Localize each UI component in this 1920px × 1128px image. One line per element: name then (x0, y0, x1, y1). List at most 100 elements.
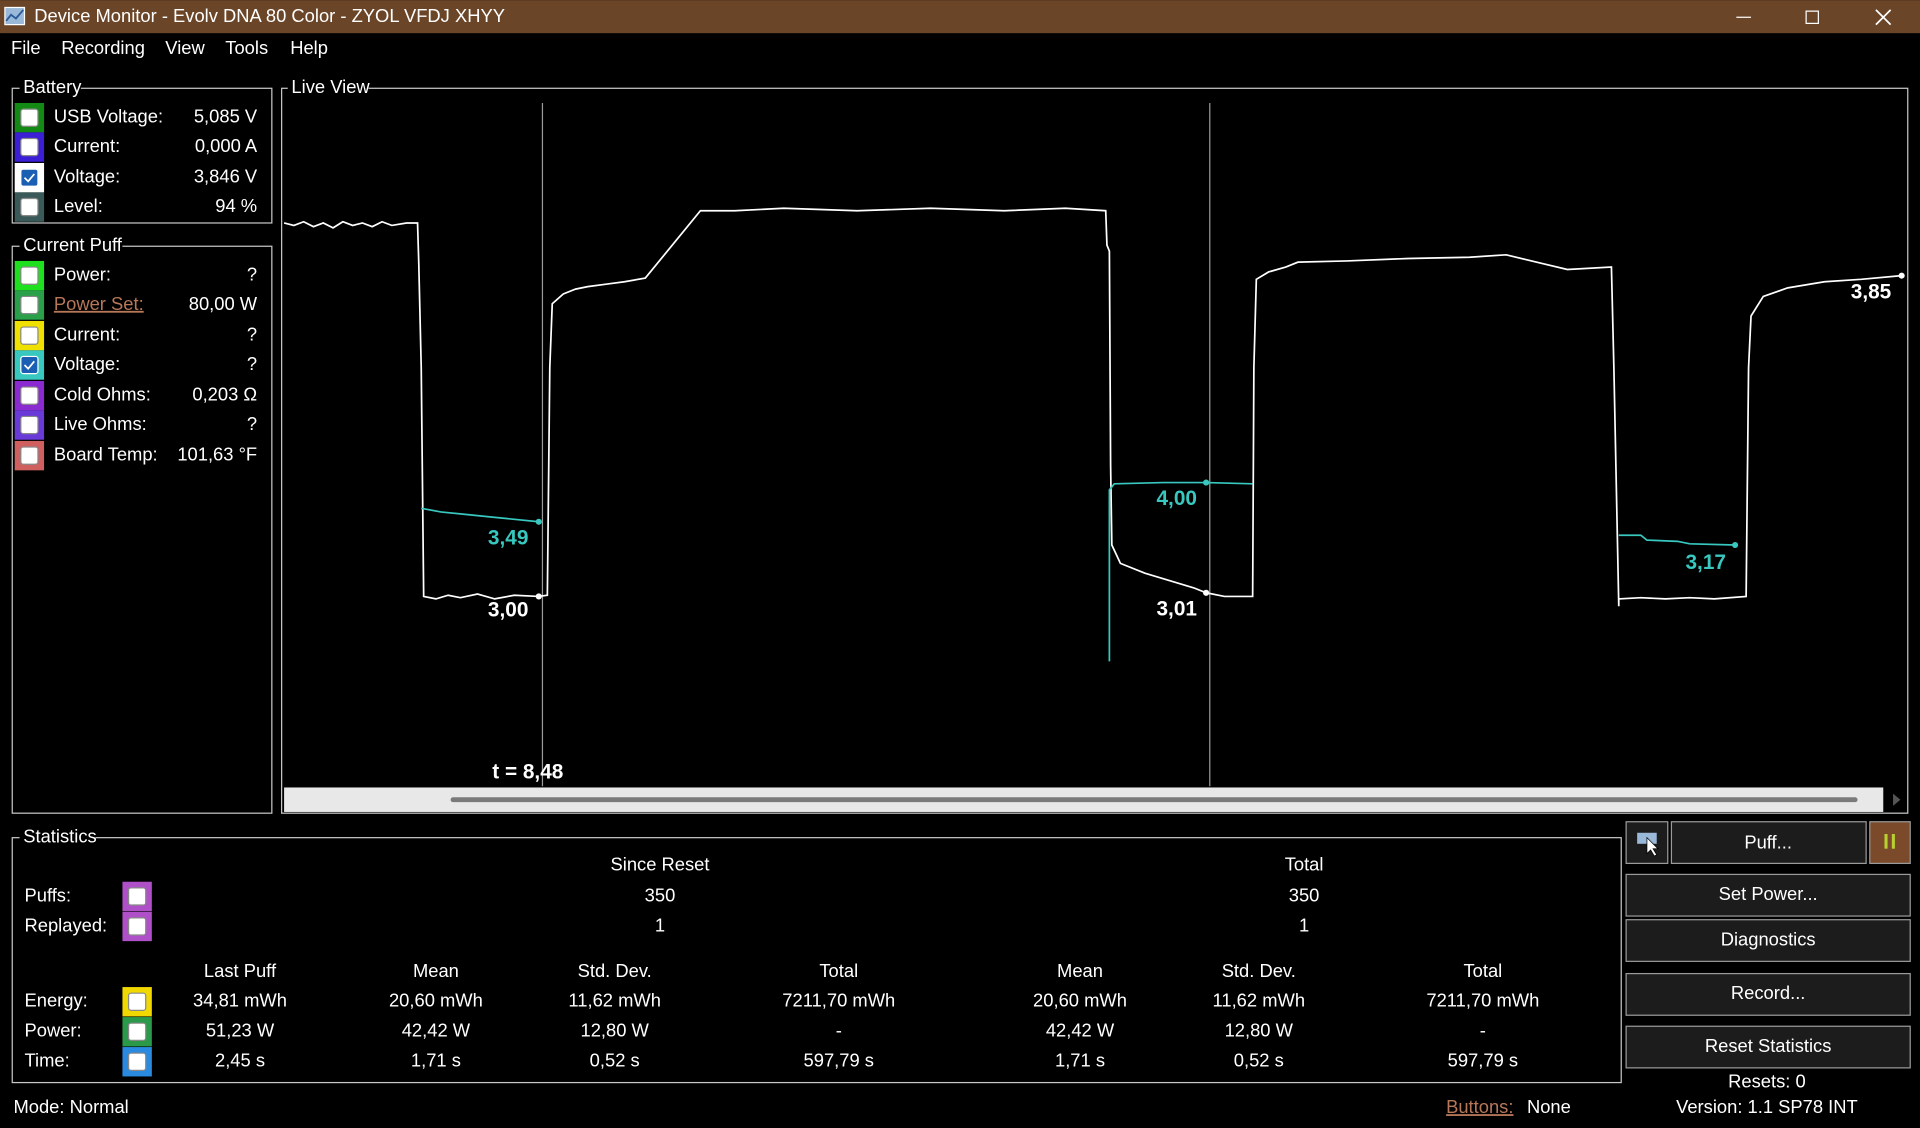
checkbox[interactable] (20, 295, 39, 315)
stat-value: 51,23 W (206, 1020, 275, 1041)
stat-column: Mean (413, 960, 459, 981)
checkbox[interactable] (127, 1022, 147, 1041)
row-value: 5,085 V (194, 106, 258, 127)
pause-icon (1891, 834, 1895, 849)
stat-value: 42,42 W (402, 1020, 471, 1041)
stat-value: 2,45 s (215, 1050, 265, 1071)
row-value: 0,203 Ω (192, 383, 257, 404)
stat-value: 0,52 s (590, 1050, 640, 1071)
stat-value: 1 (655, 914, 665, 935)
stat-value: 1 (1299, 914, 1309, 935)
cursor-dot (535, 518, 542, 525)
group-title-bg (19, 827, 96, 848)
menu-item[interactable]: Recording (61, 37, 145, 58)
stat-value: 20,60 mWh (1033, 990, 1127, 1011)
row-label: Cold Ohms: (54, 383, 151, 404)
stat-value: 350 (645, 884, 676, 905)
close-button[interactable] (1875, 9, 1892, 26)
row-label: Voltage: (54, 166, 120, 187)
checkbox[interactable] (20, 108, 39, 127)
menu-item[interactable]: View (165, 37, 205, 58)
row-value: 101,63 °F (177, 443, 257, 464)
puff-button-label: Puff... (1744, 832, 1792, 853)
group-title-bg (19, 78, 81, 99)
cursor-dot (535, 593, 542, 600)
checkbox[interactable] (20, 355, 39, 375)
statistics-title: Statistics (23, 826, 96, 847)
checkbox[interactable] (127, 917, 147, 936)
row-label: Current: (54, 323, 120, 344)
row-label: Live Ohms: (54, 413, 147, 434)
row-label: Current: (54, 135, 120, 156)
group-title-bg (287, 78, 369, 99)
row-label: Power: (54, 263, 111, 284)
checkbox[interactable] (20, 415, 39, 435)
stat-value: 0,52 s (1234, 1050, 1284, 1071)
cursor-tool-icon (1646, 836, 1659, 857)
checkmark (23, 173, 35, 183)
stat-column: Std. Dev. (1222, 960, 1296, 981)
action-button[interactable] (1625, 1025, 1911, 1069)
checkbox[interactable] (20, 326, 39, 345)
app-icon (4, 6, 26, 26)
menu-item[interactable]: Tools (225, 37, 268, 58)
checkbox[interactable] (127, 1052, 147, 1071)
action-button-label: Reset Statistics (1705, 1035, 1832, 1056)
checkbox[interactable] (20, 168, 39, 187)
checkbox[interactable] (20, 446, 39, 465)
action-button[interactable] (1625, 919, 1911, 962)
menu-item[interactable]: Help (290, 37, 328, 58)
row-value: 80,00 W (189, 293, 258, 314)
action-button[interactable] (1625, 873, 1911, 917)
stat-value: 350 (1289, 884, 1320, 905)
stat-value: 34,81 mWh (193, 990, 287, 1011)
group-title-bg (19, 236, 123, 257)
stat-value: - (1480, 1020, 1486, 1041)
checkbox[interactable] (20, 137, 39, 157)
row-value: ? (247, 353, 257, 374)
cursor-dot (1898, 272, 1905, 279)
stat-label: Energy: (24, 990, 87, 1011)
checkbox[interactable] (20, 386, 39, 405)
row-label: Voltage: (54, 353, 120, 374)
row-label[interactable]: Power Set: (54, 293, 144, 314)
row-label: Level: (54, 195, 103, 216)
checkbox[interactable] (127, 992, 147, 1011)
stat-header: Total (1285, 854, 1324, 875)
stat-value: 7211,70 mWh (782, 990, 895, 1011)
stat-value: 12,80 W (581, 1020, 650, 1041)
scrollbar-thumb[interactable] (450, 797, 1858, 803)
cursor-dot (1203, 479, 1210, 486)
statistics-group (11, 837, 1622, 1084)
stat-value: 11,62 mWh (1213, 990, 1306, 1011)
menu-item[interactable]: File (11, 37, 41, 58)
stat-value: 12,80 W (1225, 1020, 1294, 1041)
resets-count: Resets: 0 (1728, 1070, 1806, 1091)
value-label: 3,01 (1156, 597, 1196, 620)
stat-value: 11,62 mWh (568, 990, 661, 1011)
restore-button[interactable] (1805, 10, 1819, 25)
checkbox[interactable] (20, 197, 39, 217)
window-title: Device Monitor - Evolv DNA 80 Color - ZY… (34, 5, 505, 26)
puff-button[interactable] (1670, 821, 1867, 864)
value-label: 3,85 (1851, 280, 1891, 303)
pause-button[interactable] (1869, 821, 1911, 864)
stat-value: 597,79 s (1448, 1050, 1518, 1071)
action-button[interactable] (1625, 972, 1911, 1016)
stat-value: 1,71 s (1055, 1050, 1105, 1071)
buttons-link[interactable]: Buttons: (1446, 1096, 1513, 1117)
current-puff-group (11, 245, 273, 814)
stat-value: 1,71 s (411, 1050, 461, 1071)
checkbox[interactable] (127, 887, 147, 906)
cursor-dot (1203, 589, 1210, 596)
puff-voltage-trace (1618, 534, 1736, 546)
title-bar (0, 0, 1920, 34)
row-value: ? (247, 323, 257, 344)
current-puff-title: Current Puff (23, 234, 123, 255)
value-label: 3,00 (488, 599, 528, 622)
scroll-arrow[interactable] (1893, 793, 1901, 806)
stat-label: Time: (24, 1050, 69, 1071)
checkbox[interactable] (20, 266, 39, 285)
